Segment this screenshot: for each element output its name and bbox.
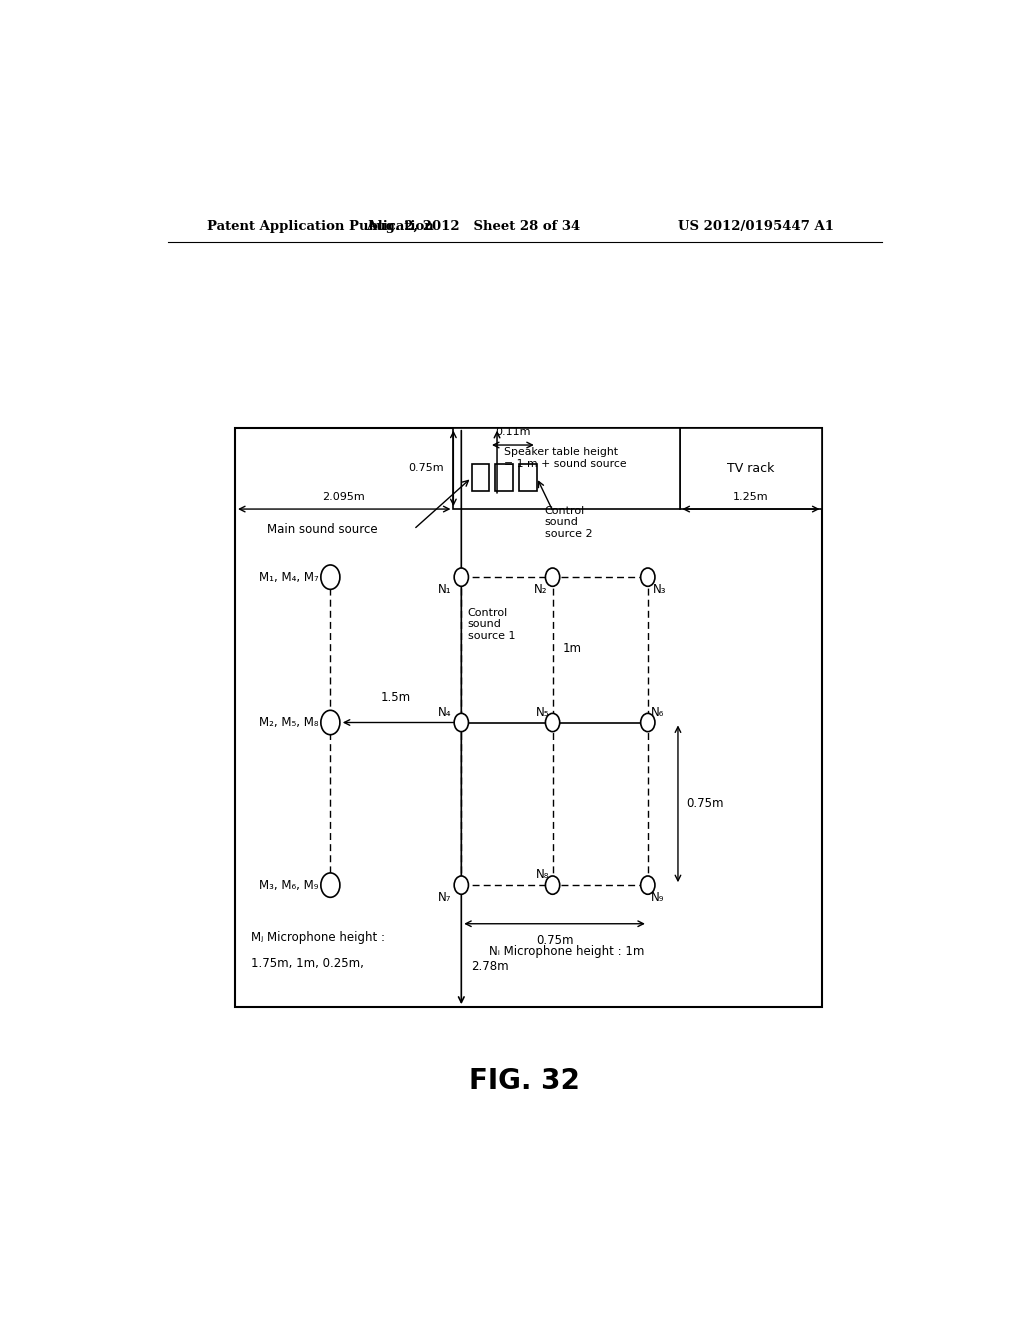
Bar: [680, 428, 822, 510]
Text: M₂, M₅, M₈: M₂, M₅, M₈: [259, 715, 318, 729]
Text: 2.095m: 2.095m: [323, 492, 366, 502]
Circle shape: [546, 568, 560, 586]
Text: N₃: N₃: [652, 583, 666, 597]
Text: Nᵢ Microphone height : 1m: Nᵢ Microphone height : 1m: [489, 945, 644, 958]
Text: 1.75m, 1m, 0.25m,: 1.75m, 1m, 0.25m,: [251, 957, 364, 970]
Text: FIG. 32: FIG. 32: [469, 1068, 581, 1096]
Text: 2.78m: 2.78m: [471, 960, 509, 973]
Text: Mⱼ Microphone height :: Mⱼ Microphone height :: [251, 932, 385, 945]
Text: M₁, M₄, M₇: M₁, M₄, M₇: [259, 570, 318, 583]
Circle shape: [455, 713, 468, 731]
Text: 1m: 1m: [563, 642, 582, 655]
Bar: [236, 428, 822, 1007]
Text: N₈: N₈: [537, 869, 550, 882]
Circle shape: [321, 710, 340, 735]
Text: 0.75m: 0.75m: [408, 463, 443, 474]
Text: M₃, M₆, M₉: M₃, M₆, M₉: [259, 879, 318, 891]
Text: N₂: N₂: [535, 583, 548, 597]
Text: Patent Application Publication: Patent Application Publication: [207, 220, 434, 234]
Text: 1.25m: 1.25m: [733, 492, 769, 502]
Text: Control
sound
source 2: Control sound source 2: [545, 506, 592, 539]
Circle shape: [321, 565, 340, 589]
Text: 0.75m: 0.75m: [686, 797, 723, 810]
Circle shape: [546, 713, 560, 731]
Text: Aug. 2, 2012   Sheet 28 of 34: Aug. 2, 2012 Sheet 28 of 34: [367, 220, 581, 234]
Bar: [519, 465, 537, 491]
Text: N₄: N₄: [438, 706, 452, 719]
Text: 0.75m: 0.75m: [536, 935, 573, 946]
Text: N₇: N₇: [438, 891, 452, 904]
Bar: [496, 465, 513, 491]
Text: US 2012/0195447 A1: US 2012/0195447 A1: [678, 220, 835, 234]
Text: 0.11m: 0.11m: [496, 426, 530, 437]
Circle shape: [546, 876, 560, 894]
Text: N₆: N₆: [650, 706, 664, 719]
Bar: [454, 428, 680, 510]
Text: 1.5m: 1.5m: [381, 692, 411, 704]
Text: TV rack: TV rack: [727, 462, 775, 475]
Text: N₉: N₉: [650, 891, 665, 904]
Text: Main sound source: Main sound source: [267, 523, 378, 536]
Text: Control
sound
source 1: Control sound source 1: [468, 607, 515, 640]
Circle shape: [641, 713, 655, 731]
Text: Speaker table height
= 1 m + sound source: Speaker table height = 1 m + sound sourc…: [504, 447, 627, 469]
Circle shape: [641, 568, 655, 586]
Circle shape: [455, 876, 468, 894]
Bar: [472, 465, 489, 491]
Circle shape: [455, 568, 468, 586]
Circle shape: [321, 873, 340, 898]
Text: N₅: N₅: [537, 706, 550, 719]
Text: N₁: N₁: [438, 583, 452, 597]
Circle shape: [641, 876, 655, 894]
